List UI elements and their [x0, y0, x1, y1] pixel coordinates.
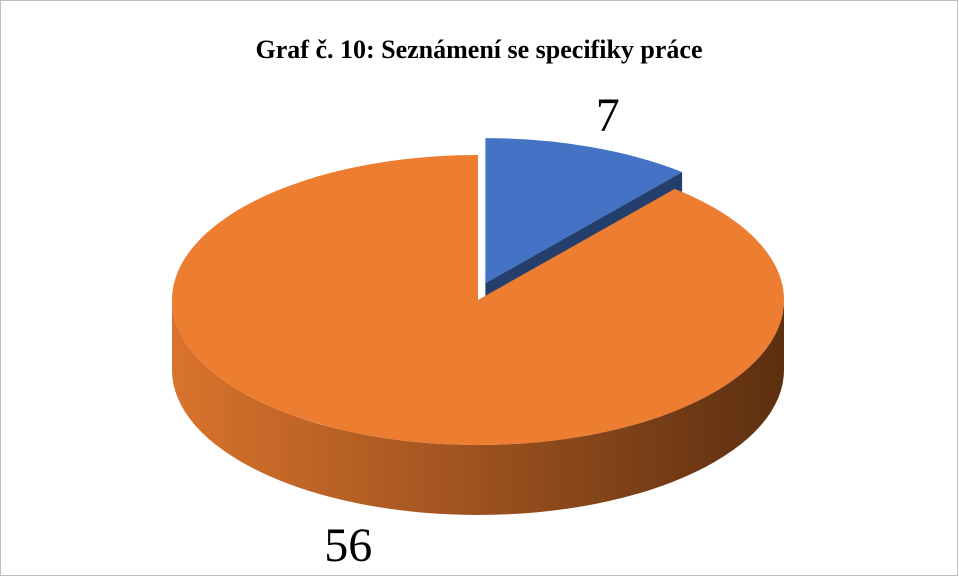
data-label: 7	[596, 89, 620, 142]
slice	[172, 155, 784, 445]
data-label: 56	[324, 519, 372, 572]
chart-title: Graf č. 10: Seznámení se specifiky práce	[256, 35, 703, 64]
slice-side	[172, 300, 784, 515]
slice	[485, 138, 683, 284]
